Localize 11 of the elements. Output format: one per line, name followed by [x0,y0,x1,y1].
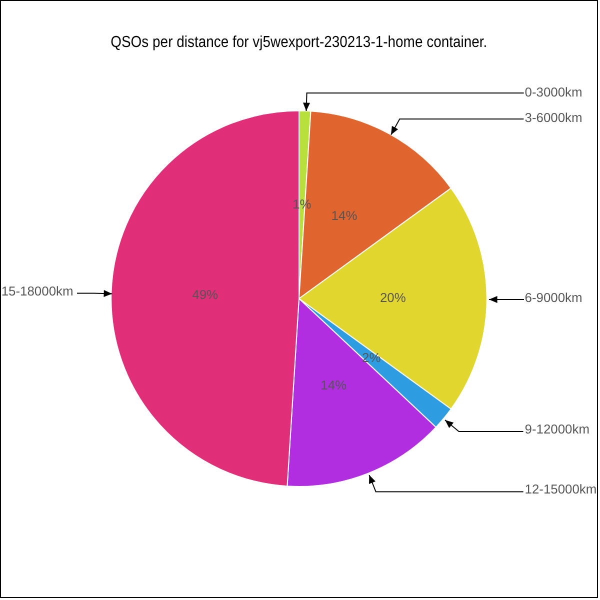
data-label: 20% [380,290,406,306]
slice-label: 6-9000km [524,290,582,306]
data-label: 49% [192,287,219,302]
slice-label: 9-12000km [524,421,590,436]
slice-label: 0-3000km [524,84,582,100]
chart-title: QSOs per distance for vj5wexport-230213-1-home container. [110,33,488,52]
data-label: 14% [331,208,358,223]
slice-label: 15-18000km [1,284,74,299]
data-label: 14% [320,378,348,393]
slice-label: 3-6000km [524,110,582,125]
slice-label: 12-15000km [524,482,597,497]
